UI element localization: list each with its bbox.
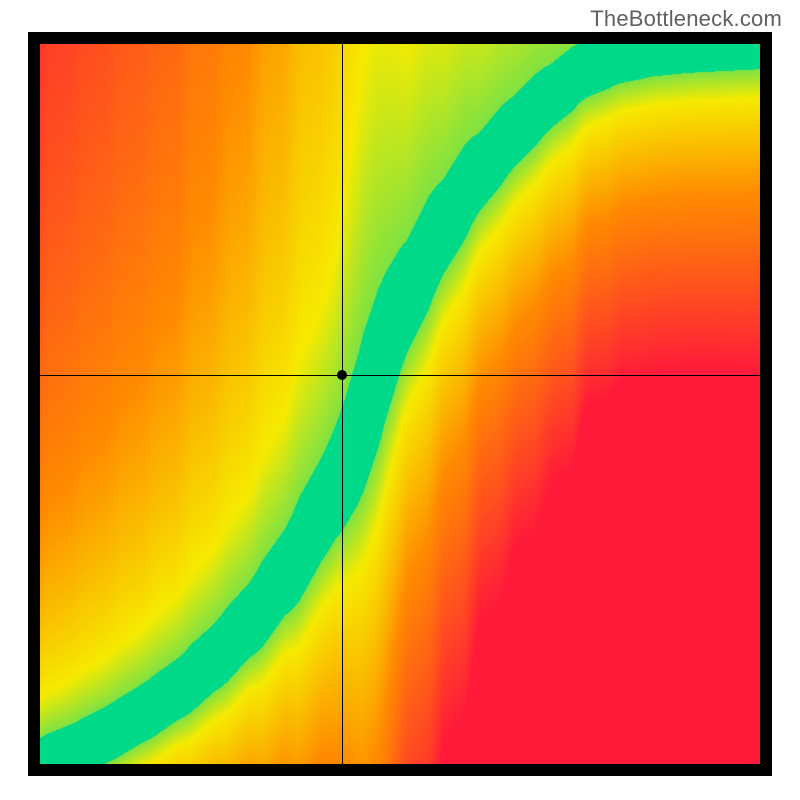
page-root: TheBottleneck.com	[0, 0, 800, 800]
crosshair-marker-dot	[337, 370, 347, 380]
crosshair-horizontal	[40, 375, 760, 376]
watermark-text: TheBottleneck.com	[590, 6, 782, 32]
bottleneck-heatmap	[40, 44, 760, 764]
plot-outer-border	[28, 32, 772, 776]
crosshair-vertical	[342, 44, 343, 764]
